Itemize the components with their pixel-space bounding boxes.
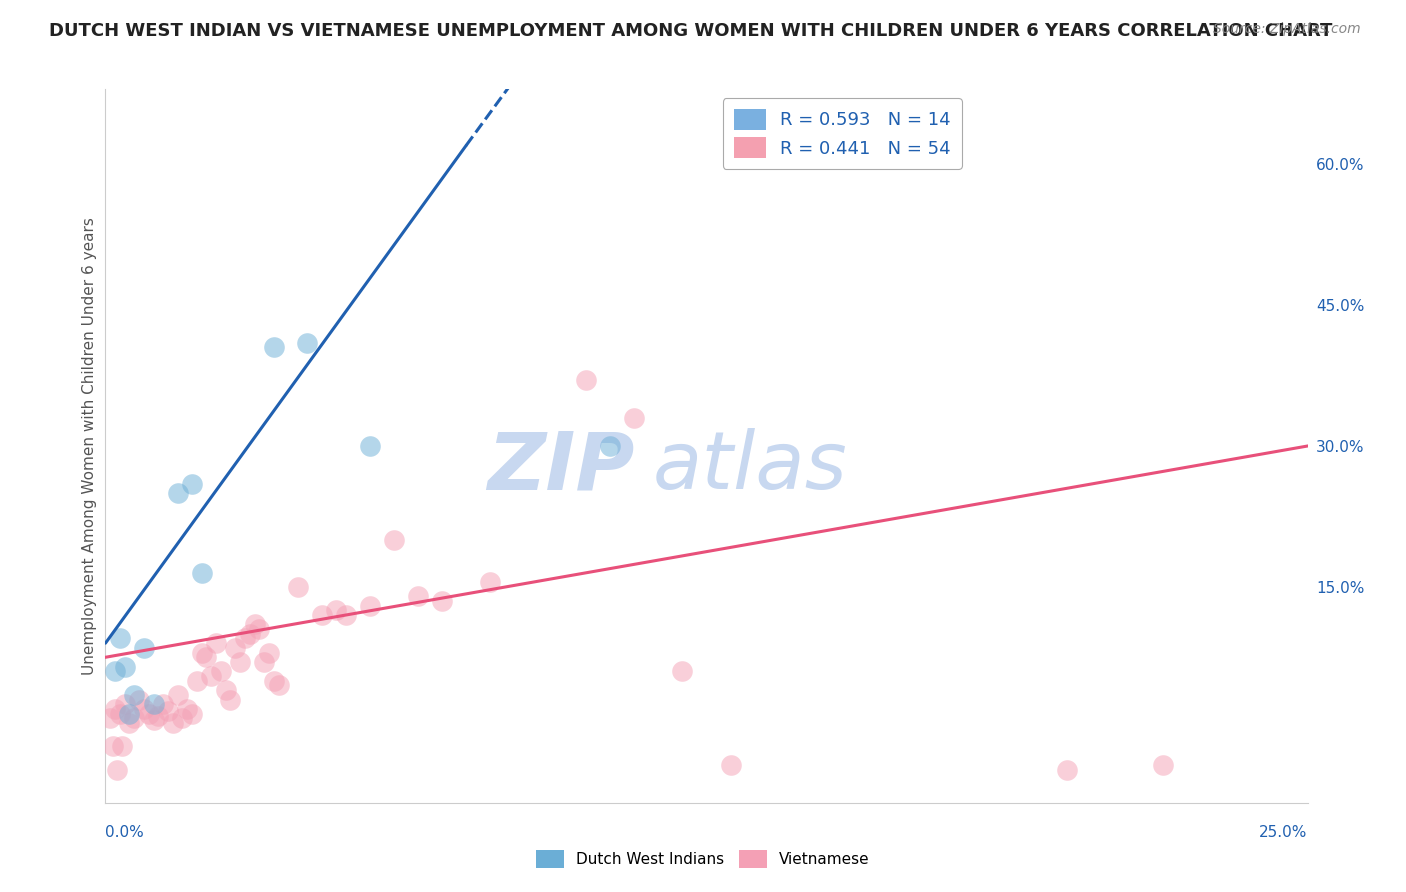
Point: [132, 640, 155, 655]
Point: [98, 711, 121, 725]
Point: [205, 636, 228, 650]
Point: [186, 673, 208, 688]
Point: [156, 704, 179, 718]
Point: [200, 669, 222, 683]
Point: [114, 697, 136, 711]
Point: [101, 739, 124, 754]
Point: [172, 711, 194, 725]
Text: ZIP: ZIP: [486, 428, 634, 507]
Point: [124, 711, 146, 725]
Point: [214, 683, 236, 698]
Point: [148, 709, 170, 723]
Point: [599, 439, 621, 453]
Point: [142, 697, 165, 711]
Point: [219, 692, 242, 706]
Point: [671, 665, 693, 679]
Point: [1056, 763, 1078, 777]
Point: [233, 632, 256, 646]
Point: [104, 665, 127, 679]
Point: [176, 702, 198, 716]
Point: [209, 665, 232, 679]
Point: [181, 476, 204, 491]
Point: [108, 706, 131, 721]
Point: [166, 486, 188, 500]
Point: [114, 659, 136, 673]
Text: DUTCH WEST INDIAN VS VIETNAMESE UNEMPLOYMENT AMONG WOMEN WITH CHILDREN UNDER 6 Y: DUTCH WEST INDIAN VS VIETNAMESE UNEMPLOY…: [49, 22, 1333, 40]
Legend: Dutch West Indians, Vietnamese: Dutch West Indians, Vietnamese: [530, 844, 876, 873]
Point: [263, 340, 285, 354]
Point: [132, 702, 155, 716]
Point: [128, 692, 150, 706]
Point: [311, 607, 333, 622]
Point: [118, 716, 141, 731]
Point: [124, 688, 146, 702]
Point: [267, 678, 290, 692]
Point: [623, 410, 645, 425]
Point: [335, 607, 357, 622]
Point: [138, 706, 160, 721]
Point: [239, 627, 262, 641]
Point: [243, 617, 266, 632]
Point: [118, 706, 141, 721]
Point: [325, 603, 347, 617]
Legend: R = 0.593   N = 14, R = 0.441   N = 54: R = 0.593 N = 14, R = 0.441 N = 54: [723, 98, 962, 169]
Point: [195, 650, 218, 665]
Point: [297, 335, 319, 350]
Point: [359, 599, 381, 613]
Point: [430, 594, 453, 608]
Point: [166, 688, 188, 702]
Y-axis label: Unemployment Among Women with Children Under 6 years: Unemployment Among Women with Children U…: [82, 217, 97, 675]
Text: atlas: atlas: [652, 428, 848, 507]
Text: 25.0%: 25.0%: [1260, 825, 1308, 840]
Text: Source: ZipAtlas.com: Source: ZipAtlas.com: [1213, 22, 1361, 37]
Point: [287, 580, 309, 594]
Point: [253, 655, 276, 669]
Point: [224, 640, 246, 655]
Point: [142, 713, 165, 727]
Point: [111, 739, 134, 754]
Point: [107, 763, 129, 777]
Point: [108, 632, 131, 646]
Point: [190, 646, 212, 660]
Point: [720, 758, 742, 772]
Point: [1152, 758, 1174, 772]
Point: [229, 655, 252, 669]
Point: [382, 533, 405, 547]
Point: [406, 589, 429, 603]
Point: [162, 716, 184, 731]
Point: [263, 673, 285, 688]
Point: [575, 373, 598, 387]
Point: [359, 439, 381, 453]
Point: [190, 566, 212, 580]
Point: [152, 697, 174, 711]
Point: [247, 622, 270, 636]
Point: [181, 706, 204, 721]
Point: [104, 702, 127, 716]
Text: 0.0%: 0.0%: [105, 825, 145, 840]
Point: [257, 646, 280, 660]
Point: [479, 575, 502, 590]
